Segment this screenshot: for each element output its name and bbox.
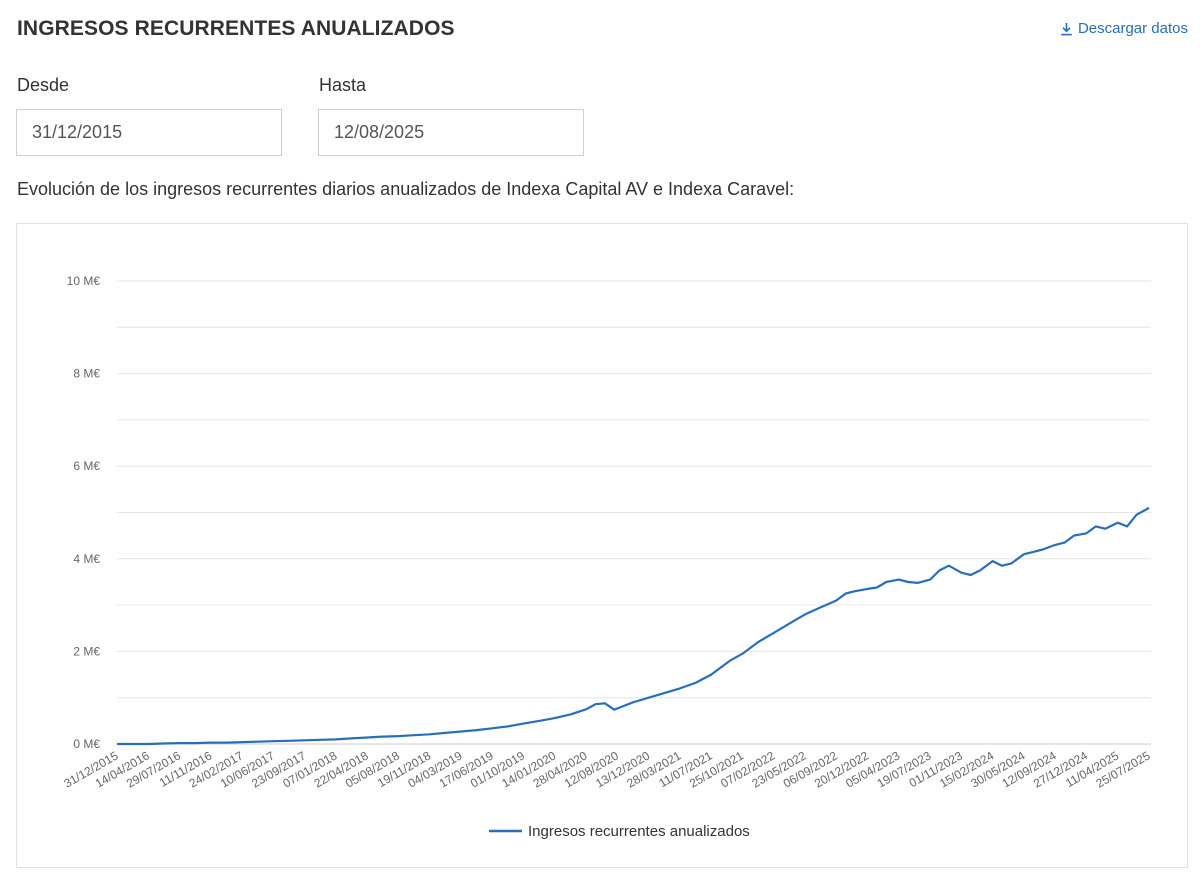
from-date-label: Desde — [17, 75, 70, 95]
revenue-line-chart: 0 M€2 M€4 M€6 M€8 M€10 M€ 31/12/201514/0… — [61, 274, 1152, 840]
chart-container: 0 M€ 2 M€ 4 M€ 6 M€ 8 M€ 10 M€ 31/12/2015 14/0… — [16, 223, 1188, 868]
from-date-input[interactable] — [16, 109, 282, 156]
y-tick-label: 6 M€ — [73, 459, 100, 473]
legend-label: Ingresos recurrentes anualizados — [528, 823, 750, 840]
y-tick-label: 10 M€ — [67, 274, 101, 288]
y-tick-label: 0 M€ — [73, 737, 100, 751]
chart-description: Evolución de los ingresos recurrentes di… — [17, 179, 795, 199]
page-title: INGRESOS RECURRENTES ANUALIZADOS — [17, 17, 455, 40]
download-data-label: Descargar datos — [1077, 20, 1188, 37]
y-tick-label: 8 M€ — [73, 367, 100, 381]
download-icon — [1061, 22, 1072, 35]
to-date-input[interactable] — [318, 109, 584, 156]
to-date-label: Hasta — [319, 75, 367, 95]
chart-legend[interactable]: Ingresos recurrentes anualizados — [489, 823, 750, 840]
download-data-link[interactable]: Descargar datos — [1060, 20, 1188, 37]
y-tick-label: 2 M€ — [73, 644, 100, 658]
series-line-ingresos — [117, 506, 1150, 746]
y-tick-label: 4 M€ — [73, 552, 100, 566]
